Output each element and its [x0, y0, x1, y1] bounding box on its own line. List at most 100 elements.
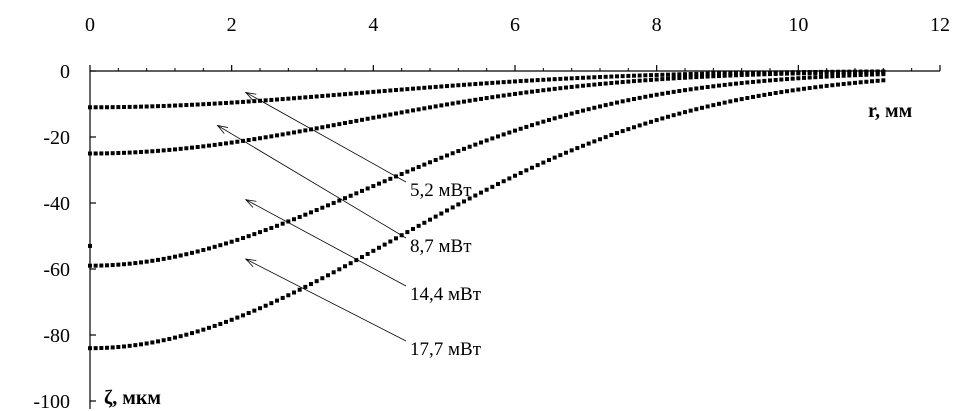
data-point — [484, 138, 489, 143]
data-point — [496, 182, 500, 187]
data-point — [603, 81, 608, 86]
data-point — [133, 150, 138, 155]
data-point — [462, 82, 466, 87]
data-point — [824, 83, 829, 88]
data-point — [405, 230, 410, 235]
data-point — [297, 95, 302, 100]
data-point — [467, 144, 472, 149]
data-point — [405, 87, 410, 92]
data-point — [110, 345, 115, 350]
data-point — [428, 217, 432, 222]
data-point — [779, 90, 784, 95]
data-point — [581, 75, 585, 80]
data-point — [195, 102, 200, 107]
data-point — [456, 149, 461, 154]
data-point — [218, 101, 223, 106]
data-point — [411, 86, 415, 91]
data-point — [167, 255, 172, 260]
data-point — [388, 88, 393, 93]
data-point — [439, 211, 444, 216]
data-point — [592, 75, 597, 80]
data-point — [853, 73, 857, 78]
data-point — [292, 96, 296, 101]
data-point — [745, 70, 750, 75]
data-point — [263, 303, 268, 308]
data-point — [496, 80, 500, 85]
data-point — [513, 79, 517, 84]
data-point — [133, 261, 138, 266]
data-point — [762, 92, 767, 97]
data-point — [649, 119, 653, 124]
data-point — [643, 121, 648, 126]
data-point — [258, 306, 262, 311]
data-point — [405, 109, 410, 114]
data-point — [275, 298, 279, 303]
data-point — [819, 74, 823, 79]
data-point — [649, 73, 653, 78]
data-point — [224, 241, 228, 246]
data-point — [881, 69, 886, 74]
data-point — [229, 239, 234, 244]
data-point — [450, 83, 455, 88]
data-point — [790, 88, 795, 93]
data-point — [218, 321, 223, 326]
data-point — [745, 96, 750, 101]
data-point — [535, 88, 540, 93]
data-point — [190, 145, 194, 150]
data-point — [229, 140, 234, 145]
data-point — [700, 85, 704, 90]
data-point — [405, 169, 410, 174]
data-point — [535, 78, 540, 83]
data-point — [303, 284, 308, 289]
data-point — [762, 72, 767, 77]
data-point — [394, 88, 398, 93]
data-point — [547, 158, 551, 163]
data-point — [144, 104, 149, 109]
data-point — [201, 327, 206, 332]
data-point — [280, 132, 285, 137]
data-point — [207, 246, 211, 251]
data-point — [348, 193, 353, 198]
data-point — [632, 97, 636, 102]
data-point — [756, 72, 761, 77]
data-point — [841, 73, 846, 78]
data-point — [479, 190, 483, 195]
data-point — [552, 116, 557, 121]
x-axis-title: r, мм — [868, 100, 912, 122]
data-point — [677, 76, 682, 81]
data-point — [609, 74, 614, 79]
data-point — [269, 134, 274, 139]
data-point — [445, 208, 449, 213]
annotation-leader — [245, 92, 407, 183]
data-point — [252, 137, 257, 142]
data-point — [433, 157, 438, 162]
x-tick-label: 12 — [930, 14, 950, 36]
series-2-points — [88, 69, 886, 156]
annotation-arrowhead — [244, 91, 257, 101]
data-point — [394, 111, 398, 116]
data-point — [745, 80, 750, 85]
data-point — [592, 105, 597, 110]
data-point — [615, 74, 619, 79]
data-point — [496, 134, 500, 139]
data-point — [705, 71, 710, 76]
data-point — [785, 77, 789, 82]
y-tick-label: -80 — [43, 325, 70, 347]
data-point — [683, 72, 687, 77]
data-point — [609, 101, 614, 106]
data-point — [88, 346, 92, 351]
data-point — [518, 91, 523, 96]
data-point — [241, 99, 245, 104]
data-point — [88, 243, 92, 248]
data-point — [603, 74, 608, 79]
data-point — [450, 205, 455, 210]
data-point — [717, 83, 721, 88]
data-point — [666, 90, 670, 95]
data-point — [739, 97, 744, 102]
data-point — [847, 81, 852, 86]
data-point — [677, 72, 682, 77]
data-point — [433, 84, 438, 89]
data-point — [173, 254, 177, 259]
data-point — [331, 123, 336, 128]
data-point — [598, 137, 602, 142]
